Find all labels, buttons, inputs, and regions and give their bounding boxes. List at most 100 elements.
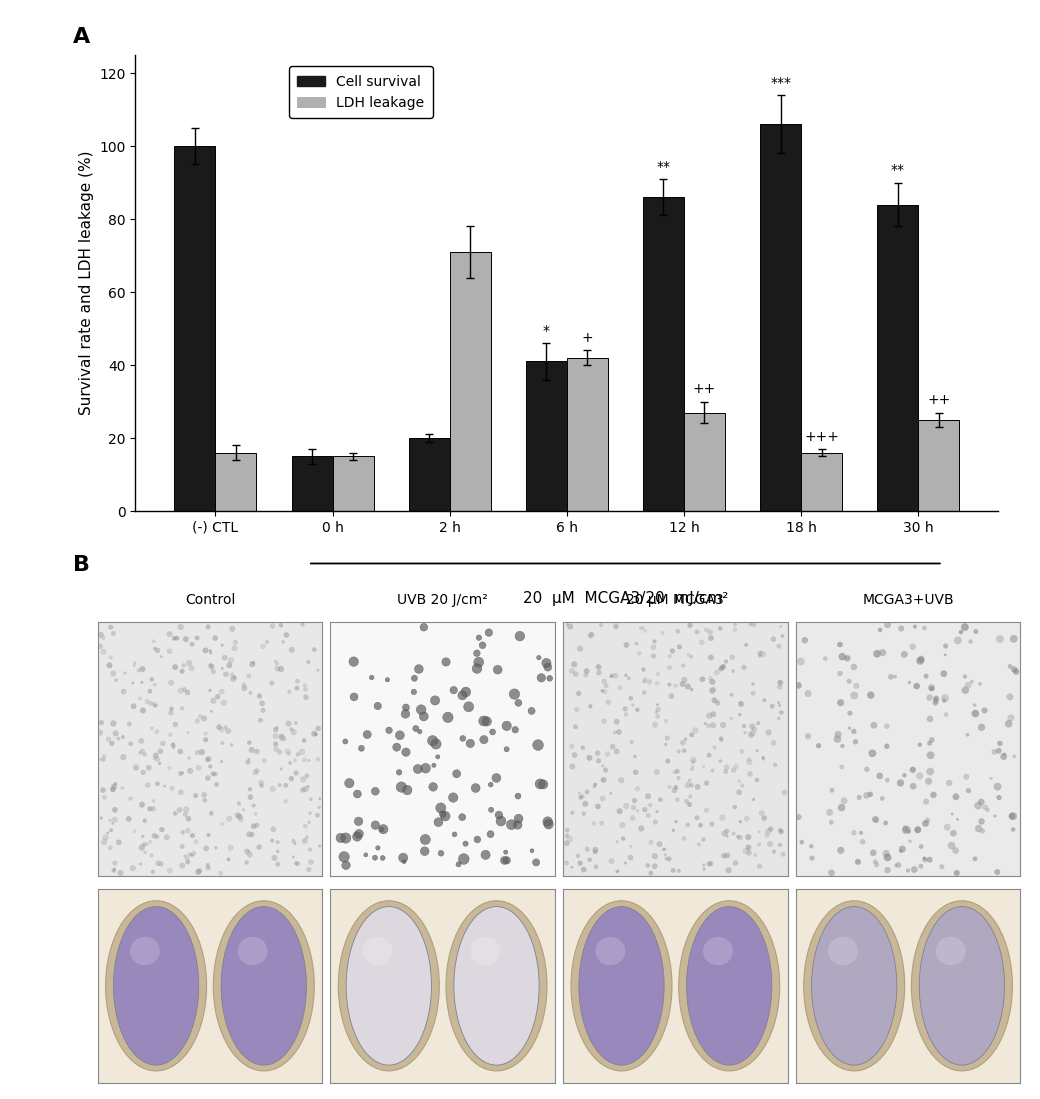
Point	[203, 644, 219, 662]
Point	[220, 656, 237, 674]
Point	[685, 752, 702, 769]
Point	[921, 710, 938, 728]
Point	[560, 615, 576, 633]
Point	[893, 620, 910, 637]
Point	[469, 659, 486, 677]
Point	[681, 796, 698, 813]
Point	[667, 764, 683, 781]
Point	[867, 853, 884, 870]
Point	[242, 684, 259, 701]
Point	[148, 746, 164, 764]
Point	[281, 745, 297, 763]
Ellipse shape	[222, 907, 307, 1065]
Text: ***: ***	[770, 76, 791, 90]
Point	[731, 784, 748, 801]
Point	[895, 645, 912, 663]
Point	[267, 728, 284, 745]
Point	[106, 801, 123, 819]
Point	[146, 633, 162, 651]
Point	[190, 759, 207, 777]
Ellipse shape	[446, 901, 547, 1070]
Point	[696, 861, 712, 878]
Point	[203, 657, 219, 675]
Bar	[760, 124, 801, 511]
Point	[108, 671, 125, 689]
Point	[642, 673, 658, 690]
Point	[990, 742, 1007, 759]
Point	[456, 851, 472, 868]
Y-axis label: Survival rate and LDH leakage (%): Survival rate and LDH leakage (%)	[79, 151, 94, 415]
Point	[183, 846, 200, 864]
Point	[253, 774, 269, 791]
Point	[433, 844, 449, 862]
Point	[112, 864, 129, 881]
Point	[879, 718, 895, 735]
Point	[597, 762, 614, 779]
Point	[224, 736, 240, 754]
Point	[271, 776, 288, 793]
Point	[388, 739, 405, 756]
Point	[203, 702, 219, 720]
Point	[638, 622, 654, 640]
Point	[174, 699, 190, 717]
Point	[595, 757, 612, 775]
Point	[92, 751, 108, 768]
Point	[579, 841, 596, 858]
Point	[144, 670, 160, 688]
Point	[298, 767, 315, 785]
Point	[921, 851, 938, 868]
Point	[609, 862, 626, 879]
Point	[240, 751, 257, 768]
Point	[181, 654, 198, 671]
Point	[132, 689, 149, 707]
Point	[180, 822, 197, 840]
Point	[96, 788, 112, 806]
Point	[406, 684, 422, 701]
Point	[706, 691, 723, 709]
Point	[288, 764, 305, 781]
Point	[426, 691, 443, 709]
Point	[945, 824, 962, 842]
Point	[959, 726, 976, 744]
Point	[661, 647, 678, 665]
Point	[674, 676, 691, 693]
Point	[771, 710, 787, 728]
Point	[615, 830, 631, 847]
Point	[888, 857, 905, 875]
Point	[804, 850, 821, 867]
Point	[147, 697, 163, 714]
Point	[180, 853, 197, 870]
Point	[136, 812, 153, 830]
Point	[363, 668, 380, 686]
Point	[989, 778, 1006, 796]
Point	[1006, 630, 1022, 647]
Point	[671, 639, 687, 656]
Point	[152, 755, 168, 773]
Point	[675, 734, 692, 752]
Point	[155, 735, 172, 753]
Ellipse shape	[113, 907, 199, 1065]
Point	[879, 848, 895, 866]
Point	[341, 775, 358, 792]
Point	[916, 851, 933, 868]
Point	[483, 776, 499, 793]
Point	[1008, 663, 1024, 680]
Point	[974, 822, 991, 840]
Point	[668, 779, 684, 797]
Point	[243, 825, 260, 843]
Point	[399, 781, 416, 799]
Point	[913, 651, 930, 668]
Point	[116, 664, 133, 681]
Point	[671, 743, 687, 761]
Point	[104, 780, 121, 798]
Text: UVB 20 J/cm²: UVB 20 J/cm²	[397, 592, 488, 607]
Point	[469, 831, 486, 848]
Point	[898, 822, 914, 840]
Point	[337, 830, 354, 847]
Point	[294, 615, 311, 633]
Point	[207, 765, 224, 782]
Point	[163, 779, 180, 797]
Point	[629, 802, 646, 820]
Point	[909, 821, 926, 839]
Point	[591, 752, 607, 769]
